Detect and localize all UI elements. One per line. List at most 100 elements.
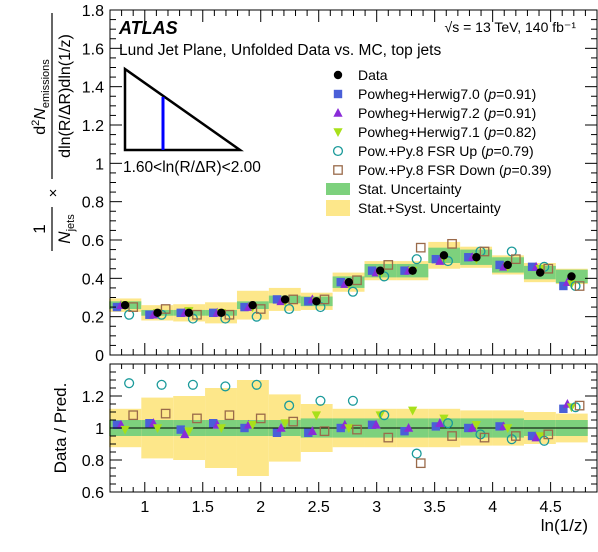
prediction-point — [272, 295, 282, 304]
legend-series-label: Powheg+Herwig7.2 (p=0.91) — [358, 105, 536, 121]
y-tick-label-top: 0.6 — [82, 233, 104, 250]
ratio-point — [184, 427, 194, 437]
ratio-point — [255, 413, 266, 424]
ylabel-frac1-den: N — [55, 231, 74, 244]
prediction-point — [447, 238, 457, 249]
ratio-point — [112, 420, 122, 429]
ylabel-frac2-d: d — [32, 126, 49, 135]
ratio-point — [128, 410, 139, 421]
prediction-point — [145, 310, 154, 319]
ratio-point — [152, 424, 163, 434]
data-point — [535, 268, 545, 277]
prediction-point — [319, 294, 330, 305]
svg-text:d2Nemissions: d2Nemissions — [30, 59, 52, 135]
prediction-point — [400, 266, 409, 275]
ratio-point — [442, 418, 454, 429]
y-tick-label-bottom: 1.2 — [82, 389, 104, 406]
ratio-point — [531, 432, 541, 442]
ratio-point — [180, 429, 190, 439]
x-axis-label: ln(1/z) — [541, 516, 588, 535]
x-tick-label: 4.5 — [539, 499, 561, 516]
ratio-point — [559, 404, 568, 413]
prediction-point — [543, 263, 554, 274]
ratio-point — [248, 421, 258, 430]
y-axis-label-bottom: Data / Pred. — [51, 383, 70, 474]
ratio-point — [479, 432, 490, 443]
prediction-point — [367, 266, 377, 275]
ratio-point — [447, 431, 457, 441]
prediction-point — [160, 304, 171, 314]
legend-total-label: Stat.+Syst. Uncertainty — [358, 200, 501, 216]
ylabel-frac2-sub: emissions — [40, 59, 52, 108]
ylabel-frac2-sup: 2 — [30, 120, 42, 126]
ratio-point — [208, 419, 218, 428]
prediction-point — [527, 262, 537, 272]
prediction-point — [176, 308, 185, 318]
ylabel-times: × — [45, 189, 62, 198]
ratio-point — [304, 428, 313, 437]
legend-series-marker — [333, 165, 343, 175]
ratio-point — [403, 422, 414, 432]
ratio-point — [120, 425, 130, 435]
data-point — [312, 297, 321, 306]
ratio-point — [383, 432, 394, 443]
prediction-point — [510, 254, 521, 265]
ratio-point — [347, 395, 358, 406]
y-tick-label-top: 1.4 — [82, 80, 104, 97]
legend-stat-label: Stat. Uncertainty — [358, 181, 462, 197]
data-point — [408, 266, 417, 275]
top-markers — [112, 238, 585, 324]
prediction-point — [574, 281, 585, 291]
legend-series-label: Pow.+Py.8 FSR Down (p=0.39) — [358, 162, 552, 178]
legend-total-swatch — [326, 200, 350, 216]
prediction-point — [411, 254, 422, 265]
legend-data-marker — [333, 70, 343, 80]
ratio-point — [495, 422, 504, 431]
experiment-label: ATLAS — [118, 18, 178, 38]
x-tick-label: 4 — [488, 499, 497, 516]
ratio-point — [543, 429, 554, 440]
y-tick-label-top: 0 — [95, 348, 104, 365]
ratio-point — [379, 410, 390, 421]
ratio-point — [510, 431, 521, 441]
data-point — [472, 253, 481, 262]
ratio-point — [176, 425, 185, 434]
x-tick-label: 2.5 — [308, 499, 330, 516]
ylabel-frac1-sub: jets — [65, 214, 77, 233]
svg-text:Njets: Njets — [55, 214, 77, 244]
ratio-point — [415, 458, 426, 469]
ratio-point — [284, 400, 295, 411]
data-point — [503, 260, 512, 270]
prediction-point — [415, 242, 426, 253]
ratio-point — [315, 395, 326, 406]
y-tick-label-top: 0.4 — [82, 271, 104, 288]
ratio-point — [367, 420, 377, 429]
prediction-point — [379, 271, 390, 282]
region-triangle — [123, 66, 244, 152]
x-tick-label: 2 — [256, 499, 265, 516]
data-point — [153, 308, 162, 318]
chart-title: Lund Jet Plane, Unfolded Data vs. MC, to… — [119, 42, 441, 59]
ylabel-frac2-den: dln(R/ΔR)dln(1/z) — [57, 34, 74, 158]
ratio-point — [272, 428, 282, 437]
prediction-point — [112, 302, 122, 312]
y-tick-label-top: 1.8 — [82, 3, 104, 20]
y-tick-label-bottom: 0.8 — [82, 453, 104, 470]
legend-series-marker — [332, 145, 344, 157]
legend-series-label: Powheg+Herwig7.0 (p=0.91) — [358, 86, 536, 102]
legend-stat-swatch — [326, 183, 350, 195]
ratio-point — [471, 421, 482, 430]
data-point — [439, 251, 449, 260]
prediction-point — [208, 308, 218, 318]
ratio-point — [276, 422, 286, 432]
prediction-point — [442, 256, 454, 267]
ratio-point — [574, 400, 585, 411]
prediction-point — [336, 277, 345, 287]
prediction-point — [383, 260, 394, 270]
x-tick-label: 3 — [372, 499, 381, 516]
ratio-point — [311, 411, 322, 421]
data-point — [280, 295, 290, 304]
ratio-point — [371, 419, 381, 429]
prediction-point — [495, 260, 504, 270]
